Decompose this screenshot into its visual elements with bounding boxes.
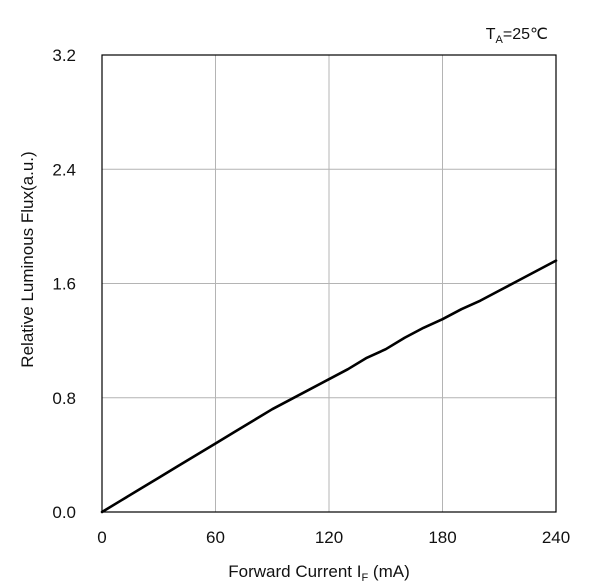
x-axis-label-suffix: (mA)	[368, 562, 410, 581]
y-tick-labels: 0.0 0.8 1.6 2.4 3.2	[52, 46, 76, 522]
y-axis-label: Relative Luminous Flux(a.u.)	[18, 151, 37, 367]
grid	[102, 55, 556, 512]
y-tick-label-3: 2.4	[52, 160, 76, 179]
y-tick-label-0: 0.0	[52, 503, 76, 522]
x-tick-label-4: 240	[542, 528, 570, 547]
x-tick-label-3: 180	[428, 528, 456, 547]
y-tick-label-4: 3.2	[52, 46, 76, 65]
x-tick-label-2: 120	[315, 528, 343, 547]
x-axis-label: Forward Current IF (mA)	[228, 562, 409, 584]
annotation-prefix: T	[486, 26, 496, 43]
x-tick-label-1: 60	[206, 528, 225, 547]
y-tick-label-1: 0.8	[52, 389, 76, 408]
x-tick-label-0: 0	[97, 528, 106, 547]
annotation-suffix: =25℃	[503, 26, 548, 43]
x-tick-labels: 0 60 120 180 240	[97, 528, 570, 547]
y-tick-label-2: 1.6	[52, 275, 76, 294]
x-axis-label-prefix: Forward Current I	[228, 562, 361, 581]
temperature-annotation: TA=25℃	[486, 26, 548, 46]
